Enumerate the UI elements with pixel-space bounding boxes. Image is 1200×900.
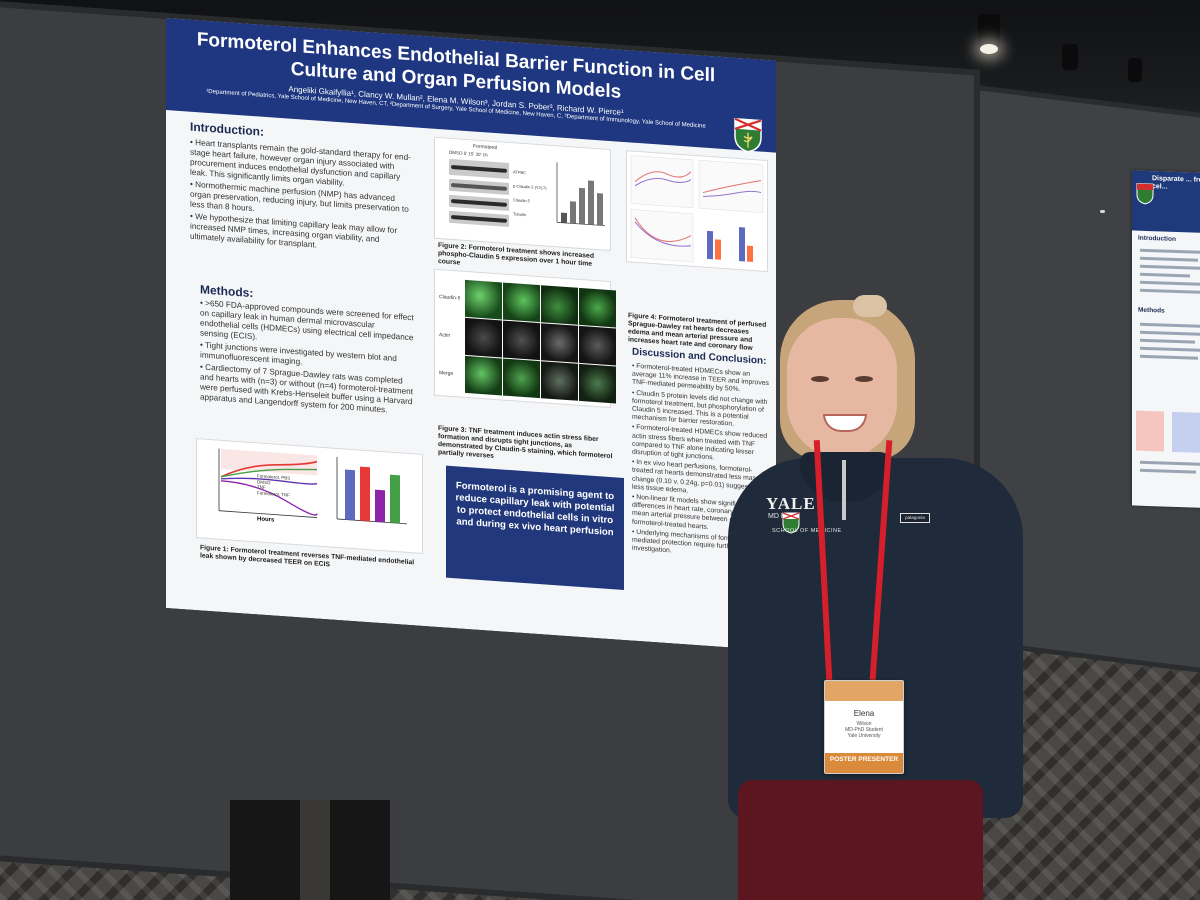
badge-footer: POSTER PRESENTER — [829, 756, 899, 763]
sweater-degree: MD PhD — [768, 513, 795, 520]
micro-image — [541, 285, 578, 325]
micro-image — [579, 288, 616, 328]
intro-body: • Heart transplants remain the gold-stan… — [190, 138, 415, 260]
zipper — [842, 460, 846, 520]
figure-1-xlabel: Hours — [257, 516, 275, 524]
blot-band-labels: ATPBC p-Claudin 5 (Y217) Claudin 5 Tubul… — [513, 169, 547, 218]
side-poster-methods: Methods — [1138, 306, 1165, 315]
eye — [811, 376, 829, 382]
hair-bun — [853, 295, 887, 317]
micro-image — [503, 359, 540, 399]
series-line — [221, 455, 317, 484]
side-chart-area-2 — [1172, 411, 1200, 453]
person-pants — [738, 780, 983, 900]
badge-details: Wilson MD-PhD Student Yale University — [845, 721, 883, 739]
yale-crest-icon — [1136, 183, 1154, 205]
research-poster: Formoterol Enhances Endothelial Barrier … — [166, 18, 776, 651]
side-poster: Disparate ... from cel... Introduction M… — [1132, 170, 1200, 509]
micro-image — [465, 318, 502, 358]
figure-3: Claudin-5 Actin Merge — [434, 269, 611, 408]
series-line — [221, 481, 317, 515]
badge-name: Elena — [853, 709, 875, 718]
series-line — [221, 463, 317, 484]
poster-header: Formoterol Enhances Endothelial Barrier … — [166, 18, 776, 153]
figure-3-caption: Figure 3: TNF treatment induces actin st… — [438, 425, 613, 461]
name-badge: Elena Wilson MD-PhD Student Yale Univers… — [824, 680, 904, 774]
side-chart-area — [1136, 410, 1164, 452]
yale-crest-icon — [734, 118, 762, 154]
micro-image — [579, 326, 616, 366]
methods-heading: Methods: — [200, 282, 254, 301]
spotlight-glow — [980, 44, 998, 54]
row-label-actin: Actin — [439, 332, 451, 339]
row-label-claudin: Claudin-5 — [439, 294, 461, 302]
person-face — [787, 318, 897, 458]
side-poster-header: Disparate ... from cel... — [1132, 170, 1200, 234]
methods-body: • >650 FDA-approved compounds were scree… — [200, 298, 415, 419]
eye — [855, 376, 873, 382]
sweater-yale-logo: YALE — [766, 494, 816, 513]
bar-formoterol — [360, 467, 370, 522]
micro-image — [541, 323, 578, 363]
micro-image — [579, 364, 616, 404]
micro-image — [465, 280, 502, 320]
micro-image — [541, 361, 578, 401]
series-line — [221, 476, 317, 485]
key-message-box: Formoterol is a promising agent to reduc… — [446, 466, 624, 590]
blot-header: Formoterol — [473, 143, 498, 152]
blot-timepoints: DMSO 5' 15' 30' 1h — [449, 149, 488, 158]
bar-formoterol-tnf — [390, 475, 400, 524]
sweater-school: SCHOOL OF MEDICINE — [772, 528, 842, 534]
figure-1-legend: Formoterol, PBS DMSO TNF Formoterol, TNF — [257, 473, 291, 498]
side-poster-section: Introduction — [1138, 234, 1176, 243]
sweater-tag: patagonia — [900, 513, 930, 523]
badge-top-band — [825, 681, 903, 701]
ceiling-spotlight-3 — [1128, 58, 1142, 82]
micro-image — [465, 356, 502, 396]
bar-dmso — [345, 470, 355, 521]
bar-tnf — [375, 490, 385, 523]
figure-2-bar-chart — [553, 160, 607, 234]
side-poster-title: Disparate ... from cel... — [1152, 175, 1200, 191]
figure-4 — [626, 150, 768, 272]
pin — [1100, 210, 1105, 213]
leg-gap — [300, 800, 330, 900]
figure-1-plots — [197, 439, 422, 553]
smile — [823, 414, 867, 432]
micro-image — [503, 283, 540, 323]
figure-1: Formoterol, PBS DMSO TNF Formoterol, TNF… — [196, 438, 423, 554]
ceiling-spotlight — [978, 14, 1000, 48]
micro-image — [503, 321, 540, 361]
figure-4-plots — [627, 151, 767, 271]
yale-crest-icon — [782, 512, 800, 534]
ceiling-spotlight-2 — [1062, 44, 1078, 70]
row-label-merge: Merge — [439, 370, 454, 378]
badge-bottom-band — [825, 753, 903, 773]
figure-2: Formoterol DMSO 5' 15' 30' 1h ATPBC p-Cl… — [434, 137, 611, 251]
intro-heading: Introduction: — [190, 119, 264, 139]
